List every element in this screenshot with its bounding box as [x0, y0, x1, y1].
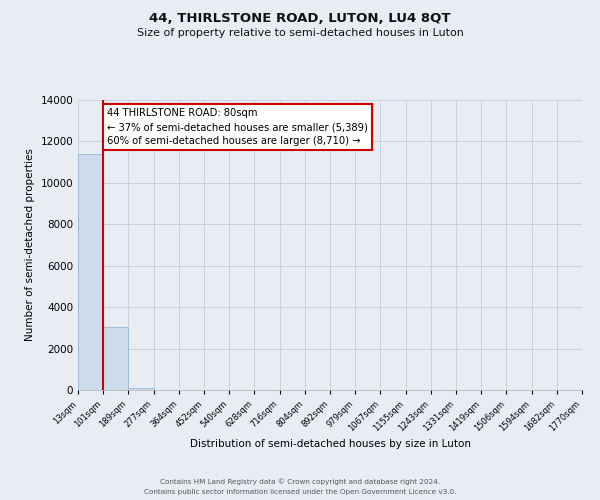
Text: Contains public sector information licensed under the Open Government Licence v3: Contains public sector information licen… [144, 489, 456, 495]
Bar [103, 327, 128, 390]
Text: 44, THIRLSTONE ROAD, LUTON, LU4 8QT: 44, THIRLSTONE ROAD, LUTON, LU4 8QT [149, 12, 451, 26]
Y-axis label: Number of semi-detached properties: Number of semi-detached properties [25, 148, 35, 342]
Text: Contains HM Land Registry data © Crown copyright and database right 2024.: Contains HM Land Registry data © Crown c… [160, 478, 440, 485]
Bar [78, 154, 103, 390]
Text: 44 THIRLSTONE ROAD: 80sqm
← 37% of semi-detached houses are smaller (5,389)
60% : 44 THIRLSTONE ROAD: 80sqm ← 37% of semi-… [107, 108, 368, 146]
X-axis label: Distribution of semi-detached houses by size in Luton: Distribution of semi-detached houses by … [190, 438, 470, 448]
Bar [128, 388, 154, 390]
Text: Size of property relative to semi-detached houses in Luton: Size of property relative to semi-detach… [137, 28, 463, 38]
